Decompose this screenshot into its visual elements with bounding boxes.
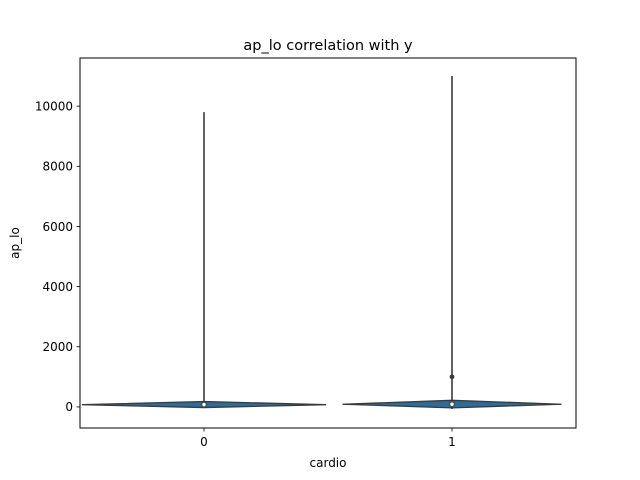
y-tick-label: 8000 [42,160,73,174]
violin-median [450,402,454,407]
violin-median [202,402,206,407]
x-axis-label: cardio [310,456,347,470]
plot-frame [79,57,577,429]
y-axis-label: ap_lo [8,227,22,259]
y-tick-label: 2000 [42,340,73,354]
x-tick-label: 0 [200,435,208,449]
violin-marker [449,374,455,380]
y-tick-label: 6000 [42,220,73,234]
y-tick-label: 10000 [35,99,73,113]
chart-title: ap_lo correlation with y [243,38,413,54]
plot-area [81,76,562,410]
x-tick-label: 1 [448,435,456,449]
y-tick-label: 4000 [42,280,73,294]
y-axis: 0 2000 4000 6000 8000 10000 [35,99,80,414]
y-tick-label: 0 [65,400,73,414]
